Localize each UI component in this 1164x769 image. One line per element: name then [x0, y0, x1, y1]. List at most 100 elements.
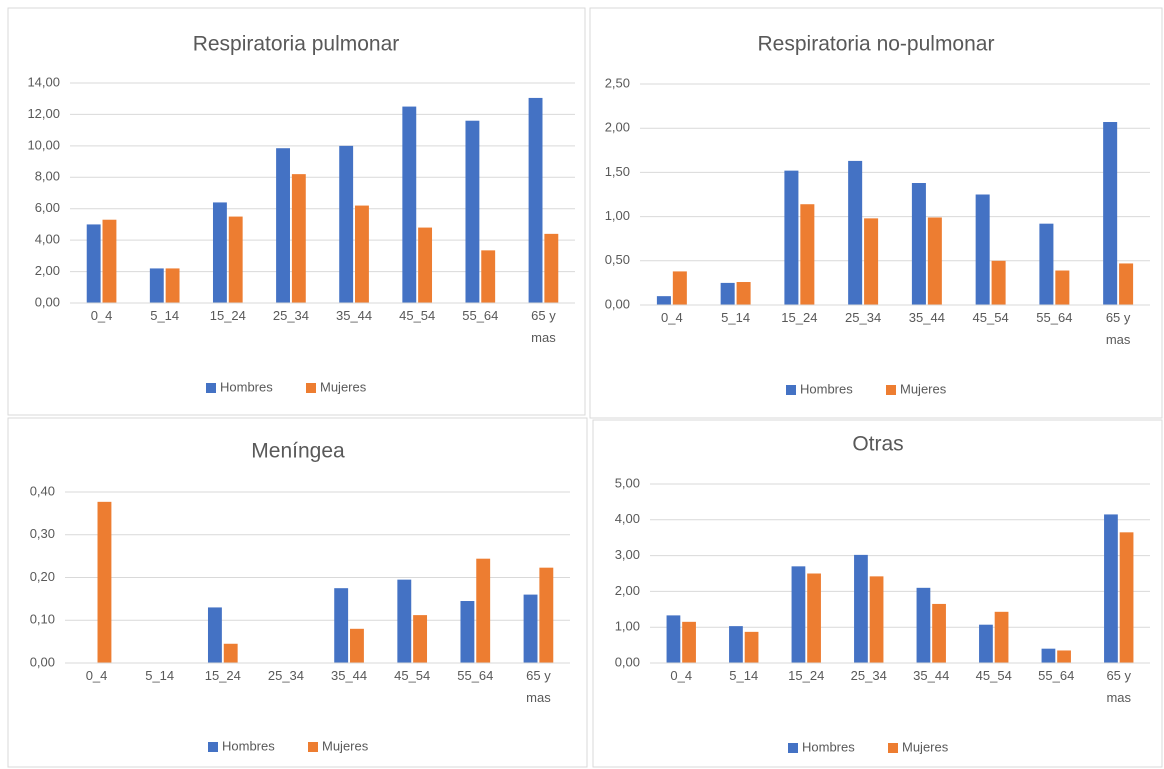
x-tick-label: 45_54: [975, 668, 1012, 683]
bar: [355, 205, 369, 303]
bar: [334, 588, 349, 663]
panel: [7, 417, 588, 768]
legend-swatch: [208, 742, 218, 752]
x-tick-label: 65 y mas: [1105, 310, 1131, 347]
legend-swatch: [788, 743, 798, 753]
bar: [212, 202, 227, 303]
y-tick-label: 12,00: [27, 106, 60, 121]
x-tick-label: 5_14: [150, 308, 180, 323]
x-tick-label: 65 y mas: [526, 668, 551, 705]
panel: [592, 419, 1163, 768]
bar: [1103, 122, 1118, 306]
bar: [848, 160, 863, 305]
legend-swatch: [206, 383, 216, 393]
legend-label: Mujeres: [902, 739, 949, 754]
y-tick-label: 5,00: [615, 475, 640, 490]
bar: [869, 576, 884, 663]
y-tick-label: 0,10: [30, 612, 55, 627]
y-tick-label: 0,30: [30, 526, 55, 541]
x-tick-label: 0_4: [661, 310, 683, 325]
bar: [276, 148, 290, 303]
x-tick-label: 25_34: [272, 308, 310, 323]
legend-label: Hombres: [800, 381, 853, 396]
bar: [729, 626, 743, 663]
bar: [916, 587, 931, 663]
y-tick-label: 0,00: [615, 654, 640, 669]
x-tick-label: 25_34: [845, 310, 882, 325]
bar: [476, 558, 491, 663]
y-tick-label: 3,00: [615, 547, 640, 562]
y-tick-label: 0,20: [30, 569, 55, 584]
bar: [149, 268, 164, 303]
x-tick-label: 15_24: [204, 668, 241, 683]
bar: [102, 219, 117, 303]
chart-title: Otras: [852, 433, 903, 456]
bar: [528, 97, 543, 303]
legend-swatch: [886, 385, 896, 395]
y-tick-label: 10,00: [27, 137, 60, 152]
bar: [223, 643, 238, 663]
legend-swatch: [306, 383, 316, 393]
x-tick-label: 25_34: [267, 668, 305, 683]
chart-title: Respiratoria no-pulmonar: [758, 33, 995, 56]
x-tick-label: 35_44: [913, 668, 950, 683]
y-tick-label: 6,00: [35, 200, 60, 215]
bar: [339, 145, 354, 303]
panel: [7, 7, 586, 416]
y-tick-label: 1,50: [605, 164, 630, 179]
x-tick-label: 65 y mas: [1106, 668, 1132, 705]
y-tick-label: 0,50: [605, 252, 630, 267]
bar: [807, 573, 821, 663]
bar: [1039, 223, 1054, 305]
bar: [911, 183, 926, 305]
bar: [672, 271, 687, 305]
x-tick-label: 25_34: [850, 668, 887, 683]
bar: [1104, 514, 1118, 663]
legend-swatch: [308, 742, 318, 752]
bar: [927, 217, 942, 305]
x-tick-label: 0_4: [85, 668, 108, 683]
y-tick-label: 1,00: [605, 208, 630, 223]
bar: [994, 611, 1009, 663]
bar: [402, 106, 417, 303]
bar: [656, 296, 671, 305]
bar: [228, 216, 243, 303]
y-tick-label: 1,00: [615, 619, 640, 634]
x-tick-label: 0_4: [670, 668, 693, 683]
bar: [720, 282, 735, 305]
bar: [465, 120, 480, 303]
bar: [97, 501, 112, 663]
y-tick-label: 2,00: [35, 263, 60, 278]
bar: [932, 603, 946, 663]
legend-label: Hombres: [222, 738, 275, 753]
y-tick-label: 0,00: [35, 294, 60, 309]
bar: [864, 218, 879, 305]
bar: [539, 567, 554, 663]
x-tick-label: 35_44: [335, 308, 373, 323]
bar: [418, 227, 433, 303]
x-tick-label: 15_24: [209, 308, 246, 323]
bar: [207, 607, 222, 663]
legend-swatch: [888, 743, 898, 753]
y-tick-label: 4,00: [615, 511, 640, 526]
bar: [854, 554, 868, 663]
bar: [800, 204, 815, 305]
legend-label: Mujeres: [320, 379, 367, 394]
bar: [1119, 532, 1134, 663]
bar: [1055, 270, 1070, 305]
bar: [784, 170, 799, 305]
y-tick-label: 0,40: [30, 483, 55, 498]
x-tick-label: 5_14: [145, 668, 175, 683]
x-tick-label: 55_64: [1038, 668, 1075, 683]
bar: [544, 233, 559, 303]
bar: [1057, 650, 1071, 663]
x-tick-label: 45_54: [394, 668, 431, 683]
x-tick-label: 55_64: [457, 668, 494, 683]
legend-swatch: [786, 385, 796, 395]
y-tick-label: 0,00: [30, 654, 55, 669]
y-tick-label: 8,00: [35, 169, 60, 184]
bar: [791, 566, 806, 663]
y-tick-label: 2,00: [605, 120, 630, 135]
x-tick-label: 5_14: [729, 668, 759, 683]
